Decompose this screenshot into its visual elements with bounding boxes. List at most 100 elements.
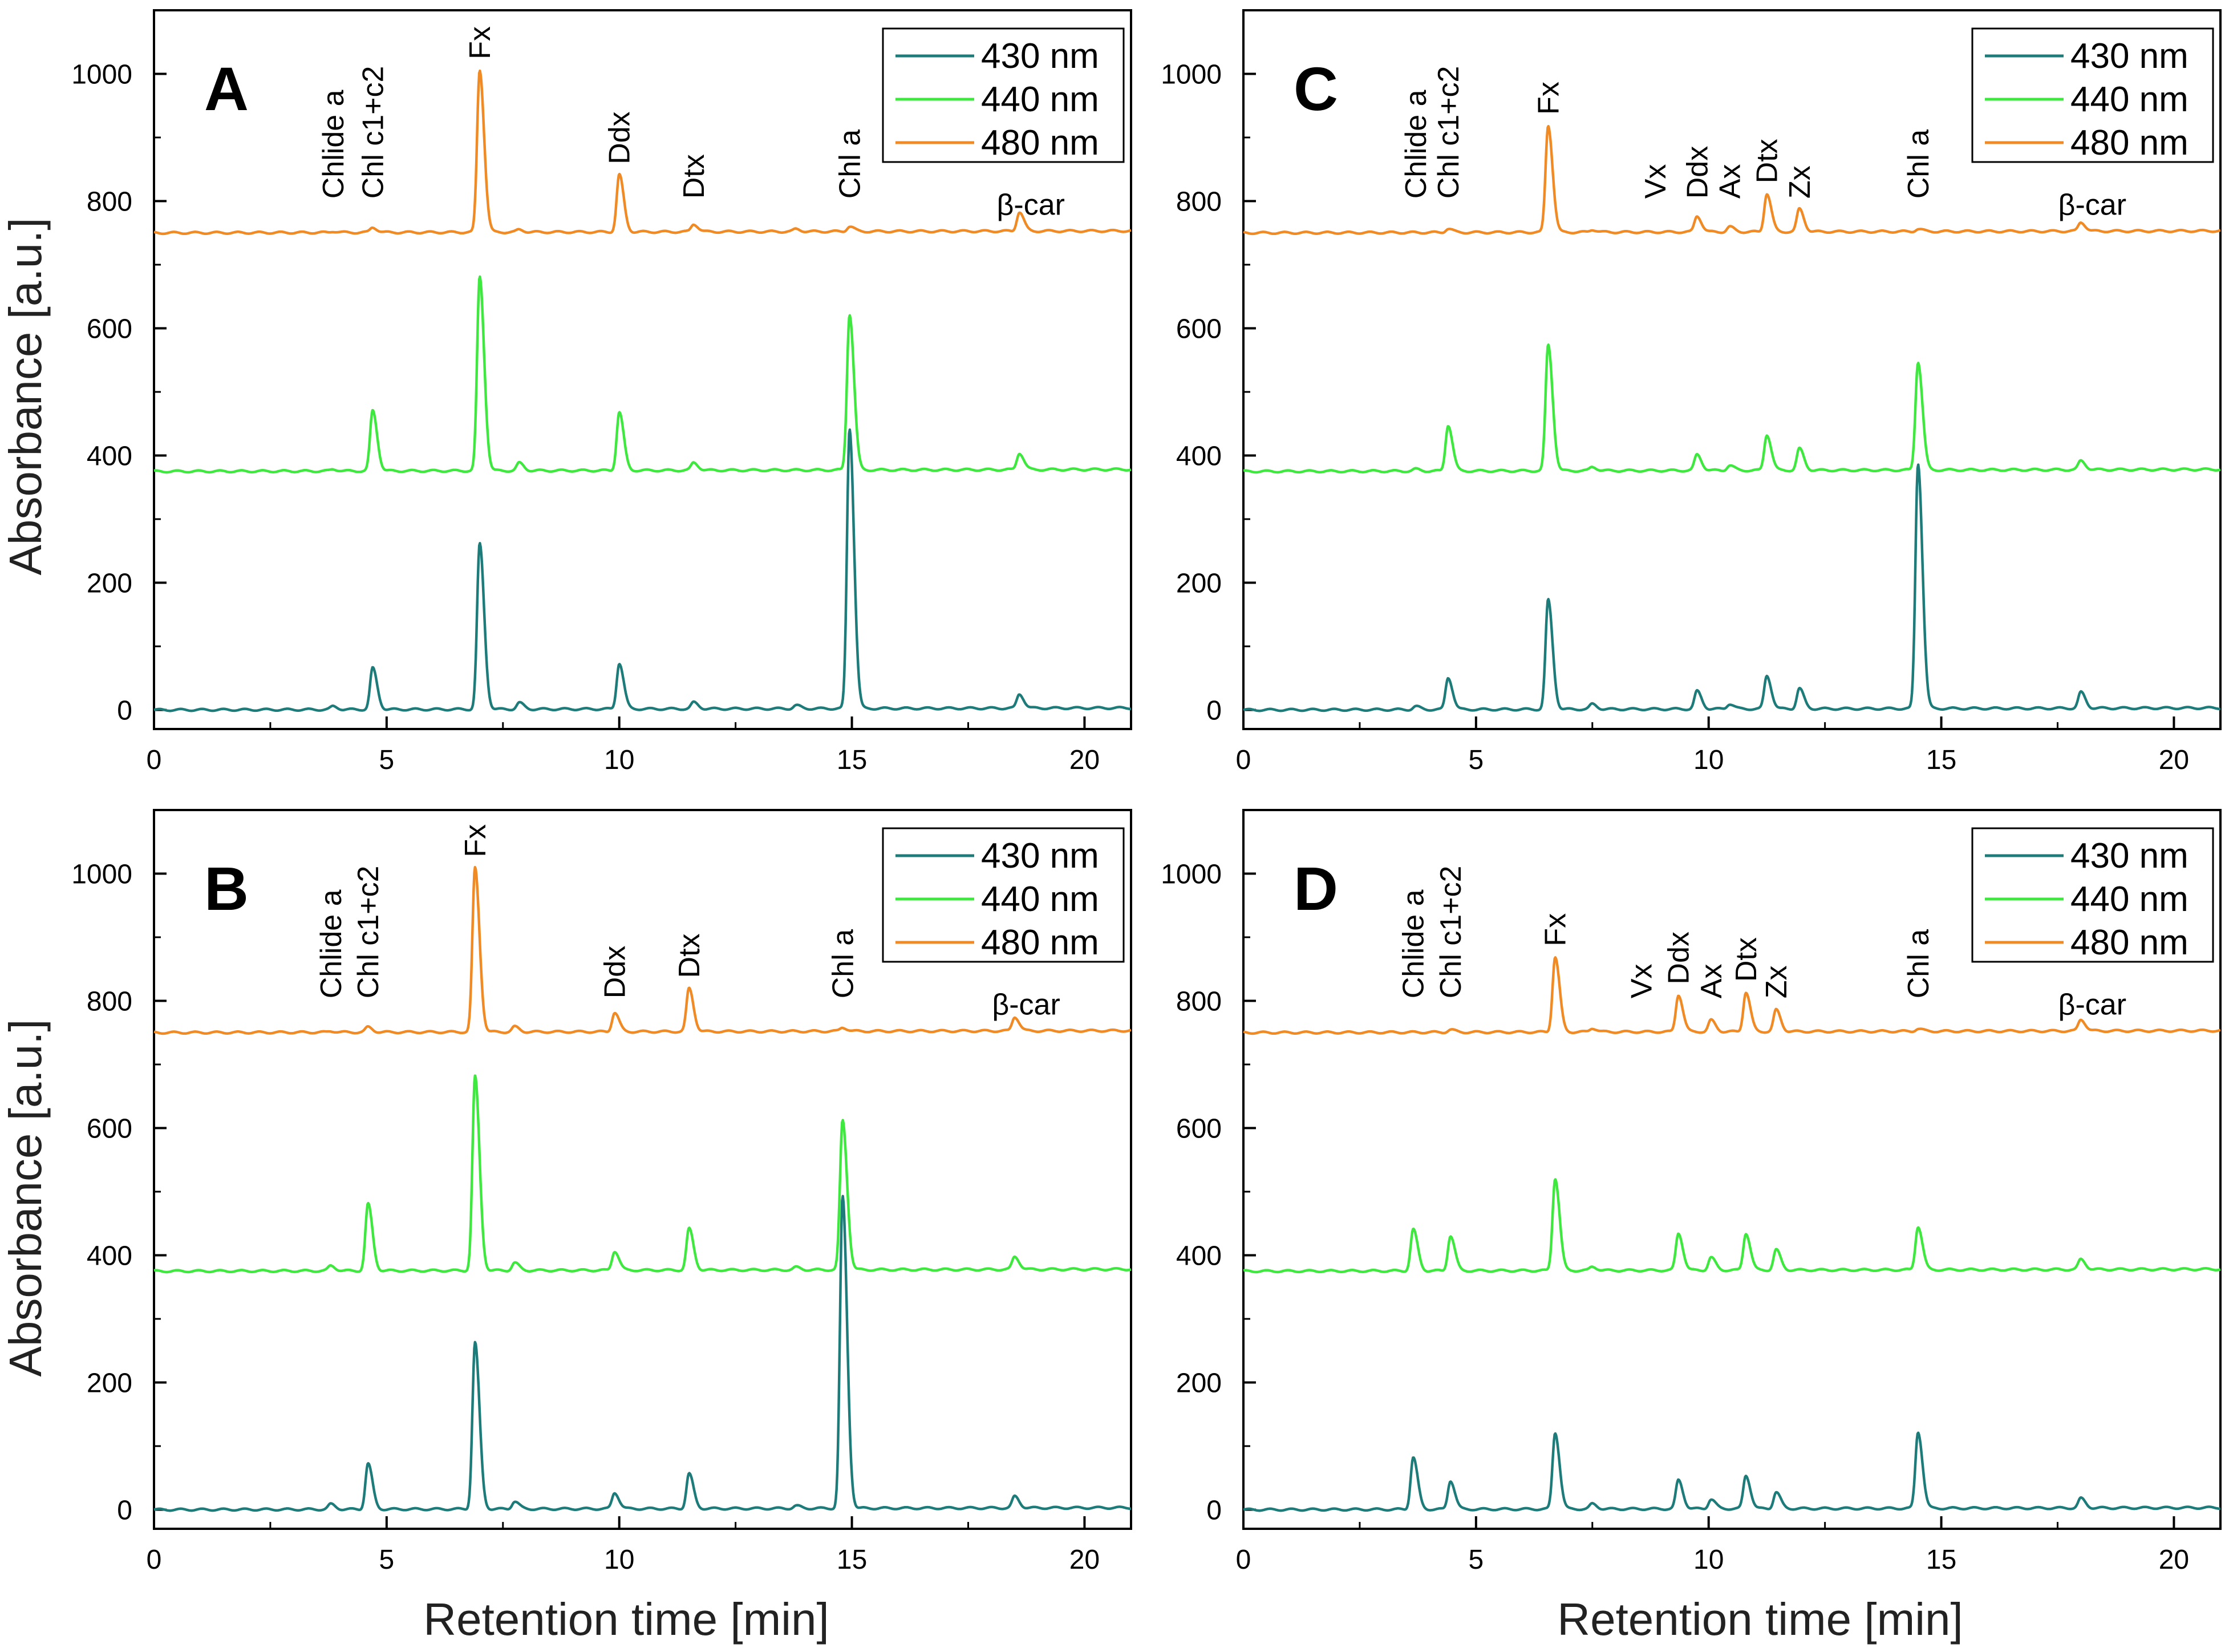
x-tick-label-a-0: 0 xyxy=(147,745,162,775)
trace-b-440-nm xyxy=(153,1074,1132,1274)
peak-label-d-ax: Ax xyxy=(1695,964,1728,999)
y-tick-label-b-600: 600 xyxy=(87,1114,132,1144)
y-tick-label-a-400: 400 xyxy=(87,442,132,472)
legend-label-d-440-nm: 440 nm xyxy=(2070,880,2188,919)
legend-label-a-430-nm: 430 nm xyxy=(981,37,1099,76)
y-tick-label-c-200: 200 xyxy=(1176,569,1222,599)
peak-label-a-chlc1c2: Chl c1+c2 xyxy=(356,66,390,199)
y-tick-label-d-600: 600 xyxy=(1176,1114,1222,1144)
x-tick-label-a-20: 20 xyxy=(1069,745,1100,775)
peak-label-d-fx: Fx xyxy=(1539,913,1573,946)
traces-b xyxy=(153,865,1132,1512)
trace-a-440-nm xyxy=(153,275,1132,474)
peak-label-a-fx: Fx xyxy=(464,26,497,59)
y-tick-label-b-800: 800 xyxy=(87,987,132,1017)
y-tick-label-b-0: 0 xyxy=(117,1496,132,1526)
trace-b-430-nm xyxy=(153,1195,1132,1512)
peak-label-c-ax: Ax xyxy=(1713,164,1746,199)
y-tick-label-d-400: 400 xyxy=(1176,1241,1222,1272)
y-tick-label-b-200: 200 xyxy=(87,1368,132,1399)
legend-label-b-480-nm: 480 nm xyxy=(981,923,1099,962)
legend-label-b-440-nm: 440 nm xyxy=(981,880,1099,919)
legend-d: 430 nm 440 nm 480 nm xyxy=(1971,827,2214,963)
x-axis-title-left: Retention time [min] xyxy=(423,1594,829,1645)
peak-label-a-ddx: Ddx xyxy=(603,111,637,164)
panel-letter-b: B xyxy=(204,854,249,923)
y-tick-label-c-400: 400 xyxy=(1176,442,1222,472)
y-tick-label-d-800: 800 xyxy=(1176,987,1222,1017)
traces-a xyxy=(153,69,1132,712)
y-tick-label-d-0: 0 xyxy=(1206,1496,1222,1526)
x-tick-label-c-5: 5 xyxy=(1469,745,1484,775)
peak-label-a-chlidea: Chlide a xyxy=(317,90,350,199)
peak-label-c-fx: Fx xyxy=(1532,82,1565,115)
plot-frame-d xyxy=(1242,809,2222,1530)
x-tick-label-d-20: 20 xyxy=(2159,1545,2189,1575)
x-tick-label-d-15: 15 xyxy=(1926,1545,1956,1575)
peak-label-d-chla: Chl a xyxy=(1902,929,1935,998)
peak-label-c-vx: Vx xyxy=(1639,164,1672,199)
y-tick-label-d-200: 200 xyxy=(1176,1368,1222,1399)
legend-label-a-480-nm: 480 nm xyxy=(981,123,1099,163)
trace-a-430-nm xyxy=(153,428,1132,712)
panel-letter-d: D xyxy=(1294,854,1338,923)
peak-label-b-ddx: Ddx xyxy=(599,946,632,998)
peak-label-d-zx: Zx xyxy=(1760,965,1793,998)
x-tick-label-d-5: 5 xyxy=(1469,1545,1484,1575)
legend-box-a xyxy=(882,27,1125,163)
y-tick-label-b-1000: 1000 xyxy=(71,860,132,890)
peak-label-a-beta-car: β-car xyxy=(996,188,1064,221)
peak-label-d-dtx: Dtx xyxy=(1730,937,1763,982)
trace-d-430-nm xyxy=(1242,1431,2222,1512)
x-tick-label-b-10: 10 xyxy=(604,1545,634,1575)
plot-frame-a xyxy=(153,9,1132,730)
x-tick-label-c-10: 10 xyxy=(1693,745,1724,775)
peak-label-b-fx: Fx xyxy=(459,824,492,857)
peak-label-d-ddx: Ddx xyxy=(1663,932,1696,984)
peak-label-d-chlidea: Chlide a xyxy=(1397,889,1430,998)
x-tick-label-a-15: 15 xyxy=(837,745,867,775)
trace-c-430-nm xyxy=(1242,463,2222,712)
peak-label-c-chla: Chl a xyxy=(1902,129,1935,199)
x-tick-label-a-5: 5 xyxy=(379,745,395,775)
x-tick-label-c-20: 20 xyxy=(2159,745,2189,775)
legend-label-c-440-nm: 440 nm xyxy=(2070,80,2188,119)
x-tick-label-b-15: 15 xyxy=(837,1545,867,1575)
y-axis-title-top: Absorbance [a.u.] xyxy=(0,217,51,575)
legend-label-a-440-nm: 440 nm xyxy=(981,80,1099,119)
legend-label-c-480-nm: 480 nm xyxy=(2070,123,2188,163)
x-tick-label-c-15: 15 xyxy=(1926,745,1956,775)
peak-label-b-dtx: Dtx xyxy=(673,933,706,978)
y-tick-label-c-1000: 1000 xyxy=(1161,60,1222,90)
peak-label-a-chla: Chl a xyxy=(833,129,866,199)
peak-label-c-ddx: Ddx xyxy=(1681,146,1714,199)
x-tick-label-b-0: 0 xyxy=(147,1545,162,1575)
panel-letter-c: C xyxy=(1294,54,1338,123)
plot-frame-c xyxy=(1242,9,2222,730)
x-tick-label-d-10: 10 xyxy=(1693,1545,1724,1575)
legend-box-b xyxy=(882,827,1125,963)
peak-label-c-beta-car: β-car xyxy=(2058,188,2126,221)
y-tick-label-a-800: 800 xyxy=(87,187,132,217)
trace-a-480-nm xyxy=(153,69,1132,236)
y-tick-label-a-1000: 1000 xyxy=(71,60,132,90)
traces-d xyxy=(1242,956,2222,1512)
y-tick-label-c-800: 800 xyxy=(1176,187,1222,217)
peak-label-b-chlidea: Chlide a xyxy=(315,889,348,998)
peak-label-c-chlc1c2: Chl c1+c2 xyxy=(1432,66,1465,199)
y-tick-label-b-400: 400 xyxy=(87,1241,132,1272)
legend-box-c xyxy=(1971,27,2214,163)
x-axis-title-right: Retention time [min] xyxy=(1557,1594,1963,1645)
y-tick-label-a-200: 200 xyxy=(87,569,132,599)
traces-c xyxy=(1242,124,2222,712)
legend-label-d-480-nm: 480 nm xyxy=(2070,923,2188,962)
legend-label-b-430-nm: 430 nm xyxy=(981,836,1099,876)
y-tick-label-d-1000: 1000 xyxy=(1161,860,1222,890)
x-tick-label-b-20: 20 xyxy=(1069,1545,1100,1575)
trace-c-480-nm xyxy=(1242,124,2222,236)
panel-letter-a: A xyxy=(204,54,249,123)
